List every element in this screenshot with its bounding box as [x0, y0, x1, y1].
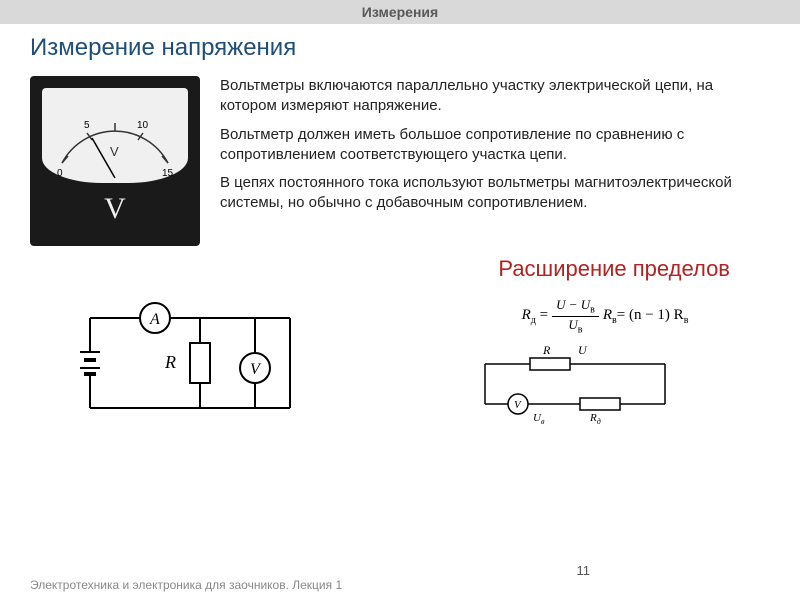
voltmeter-letter: V	[104, 192, 126, 226]
scale-min: 0	[57, 168, 63, 179]
expand-title: Расширение пределов	[30, 256, 730, 282]
header-bar: Измерения	[0, 0, 800, 24]
resistor-label: R	[164, 352, 176, 372]
page-number: 11	[577, 563, 591, 578]
main-circuit: A V R	[60, 288, 320, 438]
bottom-row: A V R Rд = U − Uв Uв Rв = (n − 1) Rв	[30, 288, 770, 438]
main-content: Измерение напряжения 0 5 10 15 V	[0, 24, 800, 438]
voltmeter-scale-svg: 0 5 10 15 V	[42, 88, 188, 183]
voltmeter-face: 0 5 10 15 V	[42, 88, 188, 183]
scale-max: 15	[162, 168, 174, 179]
voltmeter-photo: 0 5 10 15 V V	[30, 76, 200, 246]
paragraph-1: Вольтметры включаются параллельно участк…	[220, 76, 770, 117]
scale-mid: 5	[84, 120, 90, 131]
mini-uv-label: Uв	[533, 412, 545, 424]
formula: Rд = U − Uв Uв Rв = (n − 1) Rв	[470, 297, 740, 335]
mini-u-label: U	[578, 344, 588, 357]
scale-mid2: 10	[137, 120, 149, 131]
ammeter-label: A	[149, 311, 160, 328]
paragraph-3: В цепях постоянного тока используют воль…	[220, 173, 770, 214]
footer-text: Электротехника и электроника для заочник…	[30, 578, 342, 592]
top-row: 0 5 10 15 V V Вольтметры включаются пара…	[30, 76, 770, 246]
mini-rd-label: Rд	[589, 412, 601, 424]
mini-r-label: R	[542, 344, 551, 357]
mini-circuit: R U V Uв Rд	[470, 344, 680, 424]
section-title: Измерение напряжения	[30, 34, 770, 62]
header-title: Измерения	[362, 4, 438, 20]
formula-box: Rд = U − Uв Uв Rв = (n − 1) Rв	[470, 297, 740, 428]
body-text: Вольтметры включаются параллельно участк…	[220, 76, 770, 246]
scale-v: V	[110, 144, 119, 159]
paragraph-2: Вольтметр должен иметь большое сопротивл…	[220, 125, 770, 166]
